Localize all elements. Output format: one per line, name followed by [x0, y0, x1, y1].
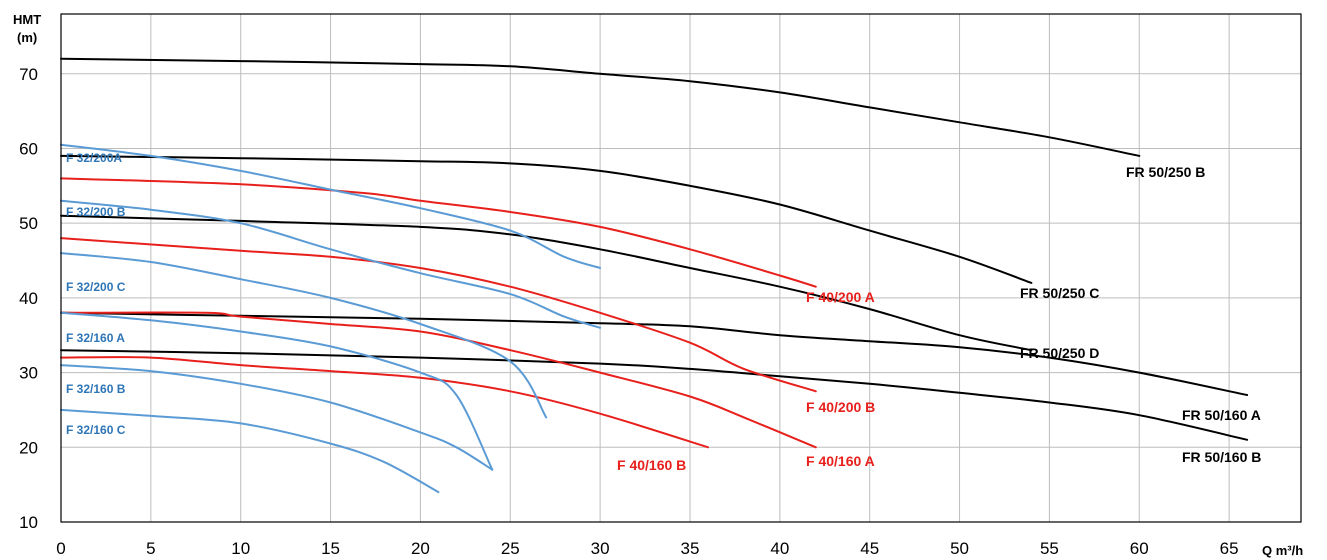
- x-tick-label: 65: [1220, 539, 1239, 558]
- curve-label-f-40-200-b: F 40/200 B: [806, 399, 875, 415]
- curve-label-f-32-160-b: F 32/160 B: [66, 382, 126, 396]
- x-axis-title: Q m³/h: [1262, 543, 1303, 558]
- x-tick-label: 40: [770, 539, 789, 558]
- curve-f-32-160-b: [61, 365, 492, 470]
- y-tick-label: 30: [19, 364, 38, 383]
- x-tick-label: 50: [950, 539, 969, 558]
- curve-f-40-160-b: [61, 357, 708, 447]
- curve-label-f-32-200a: F 32/200A: [66, 151, 122, 165]
- curve-label-f-32-200-c: F 32/200 C: [66, 280, 126, 294]
- y-tick-label: 10: [19, 513, 38, 532]
- y-tick-label: 50: [19, 214, 38, 233]
- y-tick-label: 70: [19, 65, 38, 84]
- x-tick-label: 20: [411, 539, 430, 558]
- curve-label-fr-50-250-b: FR 50/250 B: [1126, 164, 1205, 180]
- x-tick-label: 60: [1130, 539, 1149, 558]
- x-tick-label: 15: [321, 539, 340, 558]
- curve-label-f-32-200-b: F 32/200 B: [66, 205, 126, 219]
- curve-label-f-40-160-b: F 40/160 B: [617, 457, 686, 473]
- curve-label-f-32-160-a: F 32/160 A: [66, 331, 125, 345]
- curve-label-f-40-200-a: F 40/200 A: [806, 289, 875, 305]
- curve-label-fr-50-250-d: FR 50/250 D: [1020, 345, 1099, 361]
- x-tick-label: 30: [591, 539, 610, 558]
- curve-label-fr-50-160-b: FR 50/160 B: [1182, 449, 1261, 465]
- x-tick-label: 0: [56, 539, 65, 558]
- x-tick-label: 35: [681, 539, 700, 558]
- x-tick-label: 45: [860, 539, 879, 558]
- y-axis-title-line1: HMT: [13, 12, 41, 27]
- y-tick-label: 40: [19, 289, 38, 308]
- curve-fr-50-160-b: [61, 350, 1247, 440]
- x-tick-label: 10: [231, 539, 250, 558]
- y-axis-title-line2: (m): [17, 30, 37, 45]
- curve-label-fr-50-250-c: FR 50/250 C: [1020, 285, 1099, 301]
- curve-label-f-40-160-a: F 40/160 A: [806, 453, 875, 469]
- x-tick-label: 25: [501, 539, 520, 558]
- x-tick-label: 5: [146, 539, 155, 558]
- x-tick-label: 55: [1040, 539, 1059, 558]
- curves: [61, 59, 1247, 492]
- curve-label-f-32-160-c: F 32/160 C: [66, 423, 126, 437]
- y-tick-label: 60: [19, 139, 38, 158]
- plot-frame: [61, 14, 1301, 522]
- y-tick-label: 20: [19, 438, 38, 457]
- grid: [61, 14, 1301, 522]
- curve-label-fr-50-160-a: FR 50/160 A: [1182, 407, 1261, 423]
